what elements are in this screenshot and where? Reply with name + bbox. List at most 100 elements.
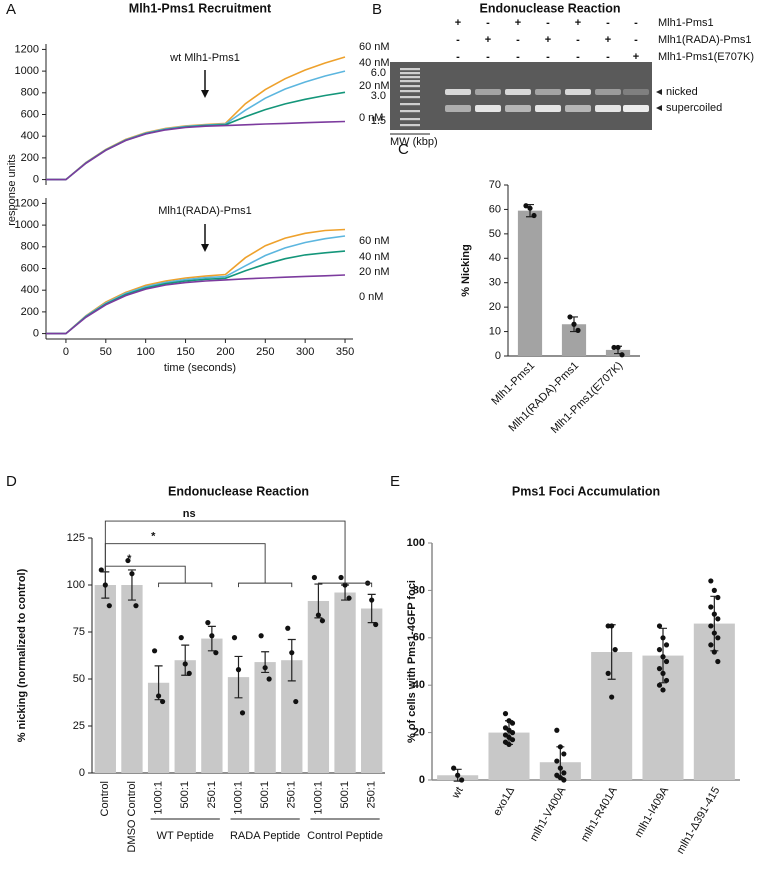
gel-band (445, 89, 471, 95)
y-tick-label: 40 (413, 679, 425, 691)
x-tick-label: 0 (63, 346, 69, 358)
panel-label: E (390, 473, 400, 490)
gel-sign: - (546, 51, 550, 63)
x-tick-label: 250:1 (286, 781, 298, 809)
data-point (660, 654, 666, 660)
x-tick-label: 150 (176, 346, 194, 358)
data-point (98, 567, 104, 573)
error-bar (234, 655, 243, 699)
annotation-arrowhead (201, 90, 209, 98)
data-point (205, 620, 211, 626)
series-line (46, 250, 346, 335)
data-point (258, 633, 264, 639)
y-tick-label: 100 (67, 579, 85, 591)
gel-band (623, 89, 649, 95)
data-point (319, 618, 326, 624)
bar (361, 608, 383, 773)
gel-sign: - (546, 17, 550, 29)
y-tick-label: 800 (21, 87, 39, 99)
ladder-band (400, 96, 420, 99)
data-point (663, 677, 670, 684)
gel-sign: - (606, 17, 610, 29)
x-tick-label: 300 (296, 346, 314, 358)
x-tick-label: 250:1 (206, 781, 218, 809)
y-tick-label: 0 (79, 767, 85, 779)
data-point (159, 698, 166, 705)
data-point (615, 344, 621, 351)
data-point (663, 658, 670, 665)
data-point (557, 765, 563, 771)
gel-sign: + (485, 34, 491, 46)
gel-sign: - (576, 34, 580, 46)
data-point (369, 597, 375, 603)
x-tick-label: mlh1-R401A (579, 784, 620, 844)
x-tick-label: DMSO Control (126, 781, 138, 853)
y-axis-label: % Nicking (460, 244, 472, 297)
y-tick-label: 10 (489, 325, 501, 337)
ladder-band (400, 103, 420, 106)
data-point (715, 616, 721, 622)
mw-label: 1.5 (371, 115, 386, 127)
gel-row-label: Mlh1(RADA)-Pms1 (658, 34, 752, 46)
data-point (285, 625, 291, 631)
data-point (619, 352, 625, 358)
y-tick-label: 75 (73, 626, 85, 638)
data-point (656, 647, 663, 653)
data-point (262, 665, 268, 671)
bar (201, 638, 223, 773)
gel-image (390, 62, 652, 130)
gel-sign: - (516, 51, 520, 63)
y-tick-label: 80 (413, 584, 425, 596)
gel-sign: + (455, 17, 461, 29)
data-point (663, 642, 670, 648)
x-tick-label: 250:1 (366, 781, 378, 809)
data-point (106, 603, 112, 609)
y-tick-label: 200 (21, 306, 39, 318)
mw-label: 3.0 (371, 90, 386, 102)
series-line (46, 91, 346, 181)
data-point (711, 611, 717, 617)
bar (174, 660, 196, 773)
gel-band (595, 105, 621, 112)
x-tick-label: 1000:1 (232, 781, 244, 815)
data-point (346, 595, 352, 601)
data-point (509, 730, 516, 736)
y-tick-label: 1000 (15, 219, 39, 231)
gel-sign: - (456, 34, 460, 46)
gel-band (535, 89, 561, 95)
ladder-band (400, 124, 420, 127)
data-point (186, 670, 192, 676)
series-line (46, 235, 346, 335)
data-point (266, 676, 272, 682)
series-line (46, 274, 346, 335)
y-tick-label: 125 (67, 532, 85, 544)
data-point (656, 666, 663, 672)
gel-band (505, 89, 531, 95)
bar (281, 660, 303, 773)
y-tick-label: 400 (21, 130, 39, 142)
x-tick-label: 1000:1 (312, 781, 324, 815)
data-point (455, 772, 461, 778)
gel-sign: + (545, 34, 551, 46)
data-point (611, 344, 617, 351)
gel-band (475, 89, 501, 95)
y-axis-label: % of cells with Pms1-4GFP foci (406, 580, 418, 743)
significance-bracket (104, 520, 373, 588)
data-point (660, 687, 666, 693)
data-point (656, 682, 663, 688)
panel-label: D (6, 473, 17, 490)
panel-label: C (398, 141, 409, 158)
series-label: 40 nM (359, 251, 390, 263)
data-point (502, 711, 509, 717)
data-point (575, 327, 581, 333)
y-tick-label: 50 (73, 673, 85, 685)
data-point (523, 203, 529, 209)
gel-sign: + (515, 17, 521, 29)
y-tick-label: 70 (489, 179, 501, 191)
gel-band (445, 105, 471, 112)
annotation: Mlh1(RADA)-Pms1 (158, 205, 252, 217)
ladder-band (400, 90, 420, 93)
gel-title: Endonuclease Reaction (479, 1, 620, 15)
ladder-band (400, 118, 420, 121)
